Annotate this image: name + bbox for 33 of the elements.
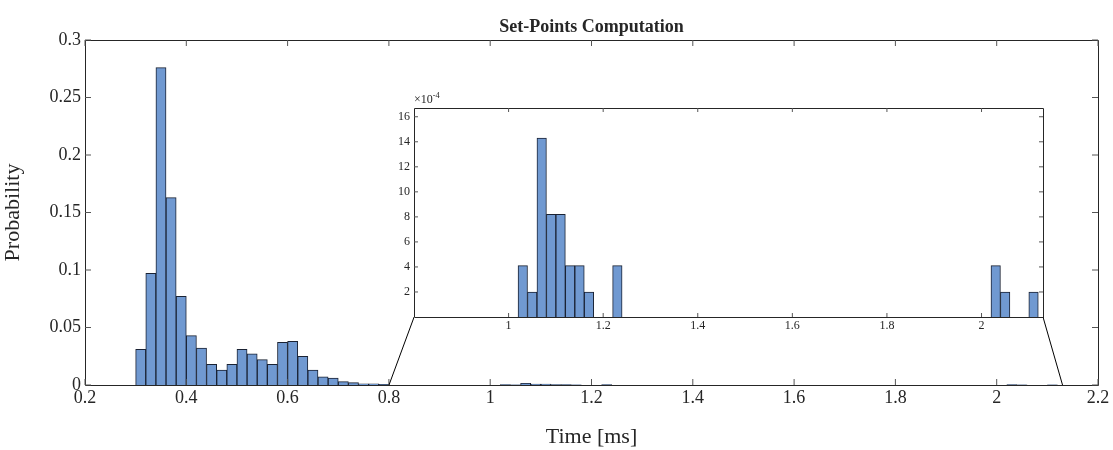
y-tick-label: 12 — [398, 158, 410, 173]
y-axis-title: Probability — [0, 163, 24, 262]
y-tick-label: 0.1 — [58, 258, 81, 279]
chart-title: Set-Points Computation — [499, 16, 684, 36]
x-axis-title: Time [ms] — [545, 422, 638, 448]
y-tick-label: 16 — [398, 108, 410, 123]
x-tick-label: 1.6 — [784, 318, 800, 333]
x-tick-label: 1.4 — [681, 386, 705, 407]
x-tick-label: 1.2 — [595, 318, 611, 333]
y-tick-label: 0.15 — [49, 201, 81, 222]
x-tick-label: 1.8 — [879, 318, 895, 333]
x-tick-label: 1.8 — [884, 386, 907, 407]
y-tick-label: 0.2 — [58, 143, 81, 164]
x-tick-label: 0.4 — [175, 386, 198, 407]
x-tick-label: 1.6 — [782, 386, 806, 407]
x-tick-label: 1.4 — [690, 318, 706, 333]
x-tick-label: 2 — [992, 386, 1002, 407]
x-tick-label: 2 — [978, 318, 985, 333]
y-tick-label: 0.05 — [49, 316, 81, 337]
y-tick-label: 2 — [404, 284, 410, 299]
x-tick-label: 1.2 — [580, 386, 603, 407]
x-tick-label: 1 — [505, 318, 512, 333]
y-tick-label: 8 — [404, 209, 410, 224]
x-tick-label: 2.2 — [1086, 386, 1110, 407]
y-tick-label: 14 — [398, 133, 410, 148]
y-tick-label: 4 — [404, 259, 410, 274]
y-tick-label: 0.25 — [49, 86, 81, 107]
x-tick-label: 0.8 — [377, 386, 401, 407]
y-tick-label: 6 — [404, 234, 410, 249]
y-tick-label: 0.3 — [58, 28, 81, 49]
x-tick-label: 1 — [485, 386, 495, 407]
y-tick-label: 10 — [398, 184, 410, 199]
x-tick-label: 0.6 — [276, 386, 299, 407]
